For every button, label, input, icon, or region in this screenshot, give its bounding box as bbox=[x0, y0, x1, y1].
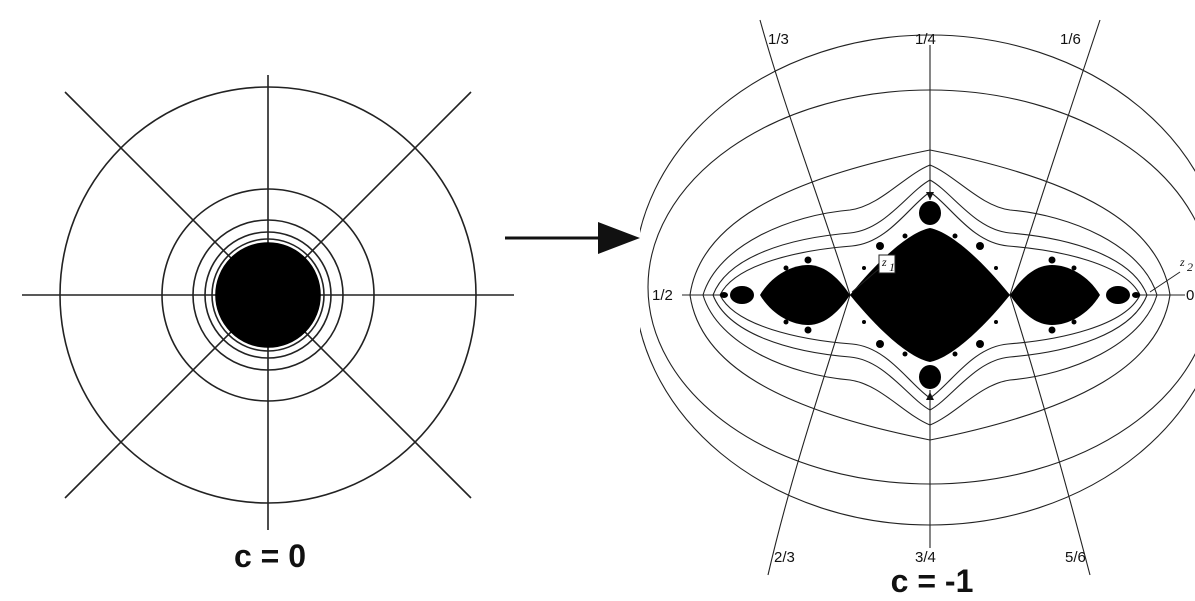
z1-subscript: 1 bbox=[889, 260, 895, 274]
left-level-circle-outer bbox=[59, 86, 477, 504]
z2-marker: z 2 bbox=[1149, 255, 1193, 293]
z1-marker: z 1 bbox=[851, 254, 896, 293]
ray-label-1-3: 1/3 bbox=[768, 31, 789, 48]
z2-subscript: 2 bbox=[1187, 260, 1193, 274]
right-ray-5-6 bbox=[1009, 294, 1091, 576]
right-ray-1-3 bbox=[759, 19, 851, 296]
right-panel bbox=[640, 19, 1195, 576]
left-panel bbox=[22, 75, 514, 530]
left-level-circle-5 bbox=[211, 238, 325, 352]
ray-label-2-3: 2/3 bbox=[774, 549, 795, 566]
ray-label-1-6: 1/6 bbox=[1060, 31, 1081, 48]
transition-arrow bbox=[505, 222, 640, 254]
left-level-circle-4 bbox=[204, 231, 332, 359]
right-ray-1-6 bbox=[1009, 19, 1101, 296]
ray-label-1-4: 1/4 bbox=[915, 31, 936, 48]
left-filled-julia-set bbox=[215, 242, 321, 348]
right-caption: c = -1 bbox=[891, 563, 974, 599]
left-level-circle-2 bbox=[161, 188, 375, 402]
ray-label-1-2: 1/2 bbox=[652, 287, 673, 304]
z2-label: z bbox=[1179, 255, 1185, 269]
ray-label-3-4: 3/4 bbox=[915, 549, 936, 566]
z1-label: z bbox=[881, 255, 887, 269]
ray-label-5-6: 5/6 bbox=[1065, 549, 1086, 566]
left-level-circle-3 bbox=[192, 219, 344, 371]
right-filled-julia-set bbox=[720, 201, 1140, 389]
ray-label-0: 0 bbox=[1186, 287, 1194, 304]
right-ray-2-3 bbox=[767, 294, 851, 576]
left-caption: c = 0 bbox=[234, 538, 306, 574]
